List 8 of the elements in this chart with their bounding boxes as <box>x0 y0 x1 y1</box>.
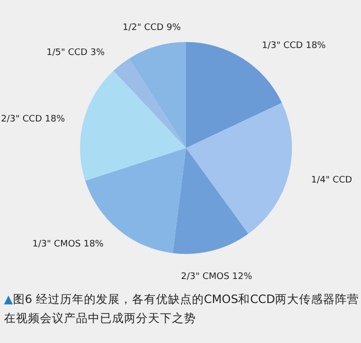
slice-label: 1/5" CCD 3% <box>46 48 106 58</box>
slice-label: 1/3" CCD 18% <box>262 41 326 52</box>
text: ▲图6 经过历年的发展，各有优缺点的CMOS和CCD两大传感器阵营在视频会议产品中已成两分天下之势 <box>4 291 360 327</box>
slice-label: 2/3" CMOS 12% <box>180 272 253 282</box>
slice-label: 2/3" CCD 18% <box>1 114 66 124</box>
slice-label: 1/4" CCD <box>311 176 352 186</box>
slice-label: 1/3" CMOS 18% <box>32 240 104 250</box>
slice-label: 1/2" CCD 9% <box>122 22 182 33</box>
